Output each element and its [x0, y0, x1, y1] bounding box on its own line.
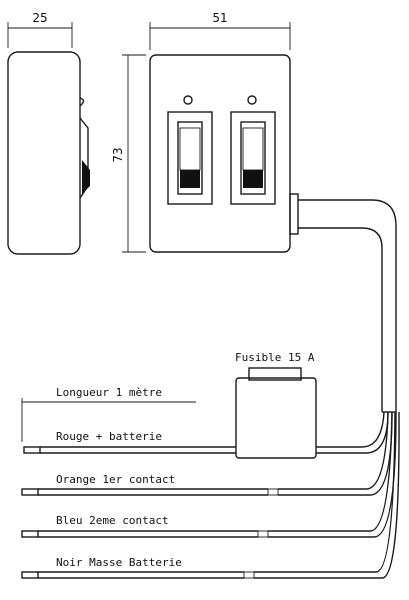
wire-orange-label: Orange 1er contact — [56, 473, 175, 486]
wire-blue-run-bottom — [268, 411, 397, 538]
side-body — [7, 51, 81, 255]
wire-black: Noir Masse Batterie — [21, 411, 400, 579]
cable-sheath-outer — [298, 199, 397, 412]
wire-black-sleeve — [243, 571, 255, 579]
wire-orange-run-top — [278, 411, 389, 490]
wire-orange: Orange 1er contact — [21, 411, 393, 496]
wire-orange-terminal — [21, 488, 39, 496]
front-body — [149, 54, 291, 253]
left-switch-rocker — [179, 127, 201, 171]
cable-sheath-inner — [298, 227, 383, 412]
wire-red-terminal — [23, 446, 41, 454]
wire-orange-sleeve — [267, 488, 279, 496]
height-dimension-label: 73 — [111, 147, 125, 162]
wire-black-terminal — [21, 571, 39, 579]
width-dimension-label: 51 — [212, 11, 227, 25]
wire-blue-sleeve — [257, 530, 269, 538]
wire-black-run-top — [254, 411, 396, 573]
wire-black-run-bottom — [254, 411, 400, 579]
fuse-label: Fusible 15 A — [235, 351, 315, 364]
cable-gland — [289, 193, 299, 235]
left-switch-housing — [177, 121, 203, 195]
side-indicator-bump — [79, 97, 85, 107]
right-switch-housing — [240, 121, 266, 195]
box-side-view: 25 — [7, 11, 90, 255]
wire-blue-label: Bleu 2eme contact — [56, 514, 169, 527]
left-indicator-light — [183, 95, 193, 105]
wire-red: Rouge + batterie — [23, 411, 389, 454]
wire-blue: Bleu 2eme contact — [21, 411, 397, 538]
wire-blue-run-top — [268, 411, 393, 532]
left-switch-dark-half — [180, 170, 200, 188]
fuse-holder — [235, 377, 317, 459]
right-switch-frame — [230, 111, 276, 205]
wire-black-label: Noir Masse Batterie — [56, 556, 182, 569]
length-indicator: Longueur 1 mètre — [21, 386, 196, 442]
fuse-cap — [248, 367, 302, 381]
length-label: Longueur 1 mètre — [56, 386, 162, 399]
cable-bundle — [298, 199, 397, 413]
right-indicator-light — [247, 95, 257, 105]
fuse-block: Fusible 15 A — [235, 351, 317, 459]
box-front-view: 51 73 — [111, 11, 299, 253]
right-switch-dark-half — [243, 170, 263, 188]
wire-red-label: Rouge + batterie — [56, 430, 162, 443]
depth-dimension-label: 25 — [32, 11, 47, 25]
left-switch-frame — [167, 111, 213, 205]
wire-blue-terminal — [21, 530, 39, 538]
right-switch-rocker — [242, 127, 264, 171]
wire-red-fuse-link-top — [316, 411, 385, 448]
side-toggle-lever — [82, 160, 90, 194]
